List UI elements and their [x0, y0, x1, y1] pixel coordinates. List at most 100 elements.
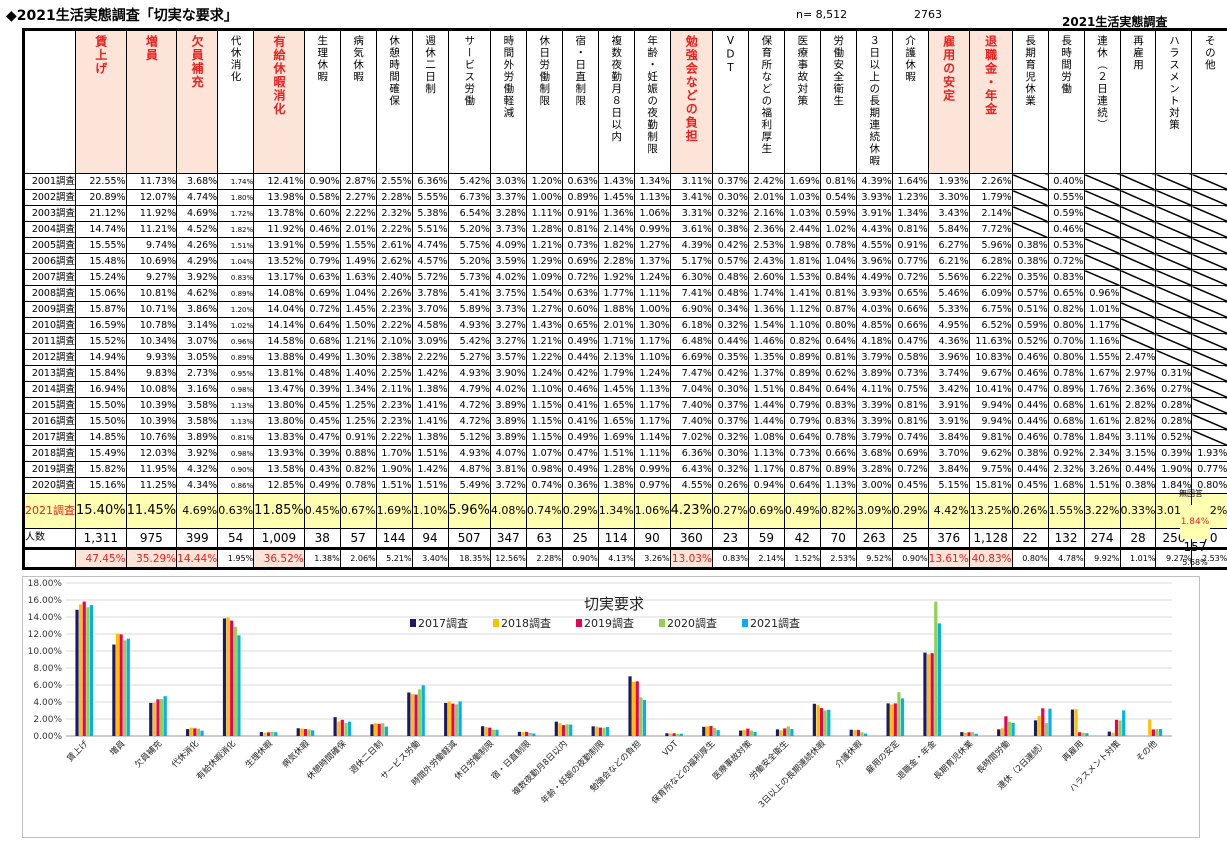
table-cell: 0.26% — [711, 477, 749, 494]
table-cell: 0.42% — [711, 237, 749, 254]
table-cell-2021: 0.82% — [819, 493, 857, 529]
table-cell: 0.47% — [1011, 381, 1049, 398]
table-cell: 0.86% — [217, 477, 255, 494]
table-cell: 0.45% — [303, 397, 341, 414]
empty-cell — [1191, 189, 1227, 206]
table-cell: 1.46% — [747, 333, 785, 350]
table-cell: 3.00% — [855, 477, 893, 494]
table-cell-2021: 0.33% — [1119, 493, 1157, 529]
table-cell: 6.30% — [669, 269, 713, 286]
table-cell: 3.15% — [1119, 445, 1157, 462]
table-cell: 1.44% — [747, 397, 785, 414]
empty-cell — [1083, 237, 1121, 254]
bar — [86, 607, 90, 736]
bar — [333, 717, 337, 736]
table-cell: 1.15% — [525, 413, 563, 430]
table-cell: 2.23% — [375, 413, 413, 430]
table-cell: 3.42% — [927, 381, 970, 398]
column-header-label: ハラスメント対策 — [1167, 35, 1180, 131]
table-cell: 2.11% — [375, 381, 413, 398]
count-cell: 263 — [855, 528, 893, 549]
table-cell-2021: 0.27% — [711, 493, 749, 529]
table-cell: 4.29% — [176, 253, 219, 270]
column-header: 生理休暇 — [303, 29, 341, 174]
bar — [679, 733, 683, 736]
empty-cell — [1191, 333, 1227, 350]
bar — [414, 694, 418, 736]
table-cell: 0.49% — [561, 461, 599, 478]
table-cell: 2.36% — [747, 221, 785, 238]
table-cell: 0.65% — [891, 285, 929, 302]
table-cell: 1.71% — [597, 333, 635, 350]
table-cell: 13.88% — [253, 349, 305, 366]
table-cell: 0.89% — [217, 349, 255, 366]
table-cell: 1.24% — [525, 365, 563, 382]
table-cell: 1.23% — [891, 189, 929, 206]
column-header: 宿・日直制限 — [561, 29, 599, 174]
table-cell: 0.83% — [1047, 269, 1085, 286]
table-cell: 0.81% — [891, 413, 929, 430]
table-cell-2021: 4.23% — [669, 493, 713, 529]
column-header-label: 欠員補充 — [190, 35, 205, 89]
table-cell: 1.84% — [1083, 429, 1121, 446]
percent-cell: 2.53% — [1191, 547, 1227, 569]
table-cell-2021: 0.29% — [561, 493, 599, 529]
table-cell: 1.04% — [339, 285, 377, 302]
legend-label: 2018調査 — [501, 616, 551, 630]
table-cell: 0.99% — [633, 221, 671, 238]
table-cell: 1.45% — [339, 301, 377, 318]
bar — [311, 730, 315, 736]
bar — [1070, 709, 1075, 736]
table-cell: 2.61% — [375, 237, 413, 254]
table-cell: 0.80% — [819, 317, 857, 334]
column-header: サービス労働 — [447, 29, 491, 174]
row-year: 2005調査 — [23, 237, 76, 254]
table-cell: 1.34% — [339, 381, 377, 398]
table-cell: 1.25% — [339, 413, 377, 430]
table-cell: 15.55% — [75, 237, 127, 254]
table-cell: 0.47% — [561, 445, 599, 462]
table-cell: 13.80% — [253, 413, 305, 430]
table-cell: 11.95% — [125, 461, 178, 478]
bar — [926, 654, 931, 736]
bar — [1155, 729, 1159, 736]
table-cell: 1.28% — [597, 461, 635, 478]
bar — [967, 732, 971, 736]
table-cell: 2.22% — [375, 317, 413, 334]
bar — [447, 701, 451, 736]
table-cell: 1.51% — [1083, 477, 1121, 494]
count-cell: 1,128 — [968, 528, 1013, 549]
table-cell: 10.83% — [968, 349, 1013, 366]
empty-cell — [1119, 221, 1157, 238]
table-cell-2021: 0.63% — [217, 493, 255, 529]
table-cell: 0.64% — [819, 381, 857, 398]
table-cell: 3.78% — [411, 285, 449, 302]
table-cell: 0.49% — [561, 333, 599, 350]
table-cell: 0.51% — [1011, 301, 1049, 318]
table-cell: 1.79% — [597, 365, 635, 382]
bar — [635, 681, 639, 736]
table-cell: 0.72% — [303, 301, 341, 318]
table-cell: 2.10% — [375, 333, 413, 350]
column-header: ハラスメント対策 — [1155, 29, 1193, 174]
table-cell: 1.17% — [633, 413, 671, 430]
percent-cell: 9.52% — [855, 547, 893, 569]
table-cell: 1.15% — [525, 429, 563, 446]
table-cell: 0.78% — [339, 477, 377, 494]
bar — [1037, 716, 1041, 736]
table-cell: 6.18% — [669, 317, 713, 334]
bar — [193, 728, 197, 736]
table-cell: 0.70% — [1047, 333, 1085, 350]
bar — [274, 732, 278, 736]
table-cell: 3.89% — [855, 365, 893, 382]
table-cell: 1.37% — [747, 365, 785, 382]
column-header: 医療事故対策 — [783, 29, 821, 174]
table-cell: 0.30% — [711, 189, 749, 206]
bar — [300, 728, 304, 736]
table-cell: 3.41% — [669, 189, 713, 206]
y-tick-label: 6.00% — [33, 681, 62, 691]
table-cell: 0.91% — [339, 429, 377, 446]
table-cell: 3.59% — [489, 253, 527, 270]
bar — [816, 704, 820, 736]
table-cell: 1.07% — [525, 445, 563, 462]
